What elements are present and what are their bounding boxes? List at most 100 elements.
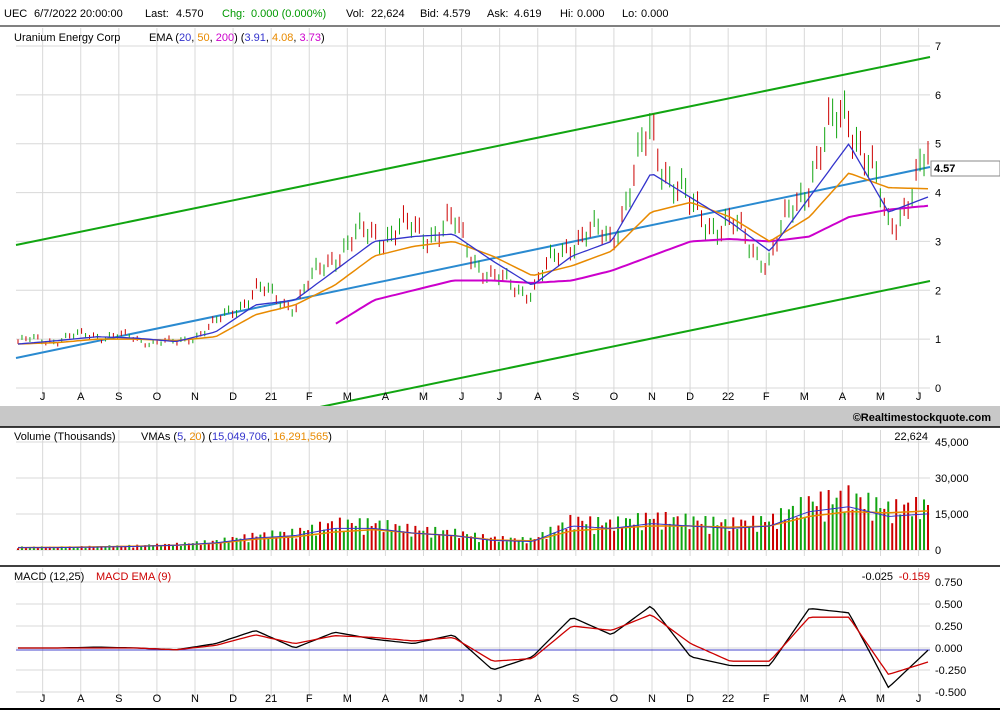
volume-bar xyxy=(374,523,377,550)
x-tick-label: M xyxy=(876,391,885,403)
y-tick-label: 0.000 xyxy=(935,643,963,655)
x-tick-label: A xyxy=(382,693,390,705)
volume-bar xyxy=(470,536,473,550)
trend-line xyxy=(15,166,931,359)
macd-line xyxy=(18,605,929,689)
volume-bar xyxy=(462,531,465,550)
volume-bar xyxy=(271,530,274,550)
volume-bar xyxy=(601,525,604,550)
x-tick-label: N xyxy=(191,693,199,705)
volume-bar xyxy=(513,538,516,550)
volume-bar xyxy=(132,547,135,550)
upper-channel-line xyxy=(15,56,931,246)
change-label: Chg: xyxy=(222,8,245,20)
x-tick-label: O xyxy=(153,693,162,705)
volume-bar xyxy=(664,511,667,550)
volume-bar xyxy=(334,529,337,550)
last-label: Last: xyxy=(145,8,169,20)
ema-200-line xyxy=(335,204,929,325)
volume-bar xyxy=(382,532,385,550)
price-grid xyxy=(16,28,930,400)
volume-bar xyxy=(291,528,294,550)
volume-bar xyxy=(231,537,234,550)
x-tick-label: A xyxy=(382,391,390,403)
volume-bar xyxy=(656,512,659,550)
volume-bar xyxy=(807,496,810,550)
volume-bar xyxy=(573,529,576,550)
volume-bar xyxy=(140,545,143,550)
volume-bar xyxy=(183,542,186,550)
y-tick-label: 15,000 xyxy=(935,509,969,521)
volume-bar xyxy=(911,516,914,550)
volume-bar xyxy=(370,526,373,550)
volume-bar xyxy=(434,526,437,550)
lower-channel-line xyxy=(319,280,931,408)
volume-bar xyxy=(287,535,290,550)
volume-bar xyxy=(179,546,182,550)
x-tick-label: M xyxy=(343,693,352,705)
volume-bar xyxy=(346,519,349,550)
volume-bar xyxy=(927,504,929,550)
volume-bar xyxy=(831,504,834,550)
volume-bar xyxy=(362,534,365,550)
x-tick-label: D xyxy=(229,693,237,705)
volume-bar xyxy=(243,534,246,550)
x-tick-label: O xyxy=(153,391,162,403)
volume-bars xyxy=(17,485,929,550)
volume-bar xyxy=(255,536,258,550)
y-tick-label: 0.250 xyxy=(935,621,963,633)
y-tick-label: 0 xyxy=(935,383,941,395)
volume-bar xyxy=(350,523,353,550)
volume-bar xyxy=(88,545,91,550)
x-tick-label: M xyxy=(800,391,809,403)
x-tick-label: A xyxy=(534,391,542,403)
volume-bar xyxy=(879,508,882,550)
volume-bar xyxy=(597,517,600,550)
x-tick-label: S xyxy=(115,693,122,705)
volume-bar xyxy=(76,546,79,550)
volume-bar xyxy=(613,530,616,550)
volume-bar xyxy=(593,534,596,550)
x-tick-label: A xyxy=(534,693,542,705)
volume-bar xyxy=(716,525,719,550)
volume-bar xyxy=(378,520,381,550)
ask-label: Ask: xyxy=(487,8,508,20)
volume-bar xyxy=(501,536,504,550)
macd-value: -0.025 xyxy=(862,571,893,583)
volume-bar xyxy=(736,529,739,550)
x-tick-label: S xyxy=(115,391,122,403)
volume-bar xyxy=(283,532,286,550)
volume-bar xyxy=(863,508,866,550)
volume-bar xyxy=(195,541,198,550)
volume-bar xyxy=(505,541,508,550)
volume-bar xyxy=(191,543,194,550)
volume-bar xyxy=(52,546,55,550)
price-y-axis: 0 1 2 3 4 5 6 7 xyxy=(935,41,941,395)
volume-bar xyxy=(426,526,429,550)
vmas-legend: VMAs (5, 20) (15,049,706, 16,291,565) xyxy=(141,431,332,443)
volume-bar xyxy=(609,519,612,550)
volume-bar xyxy=(187,543,190,550)
x-tick-label: J xyxy=(459,693,465,705)
y-tick-label: 0.500 xyxy=(935,599,963,611)
volume-bar xyxy=(247,542,250,550)
macd-signal-title: MACD EMA (9) xyxy=(96,571,171,583)
volume-bar xyxy=(259,534,262,550)
x-tick-label: F xyxy=(763,391,770,403)
volume-bar xyxy=(688,529,691,550)
volume-bar xyxy=(450,536,453,550)
price-panel: Uranium Energy Corp EMA (20, 50, 200) (3… xyxy=(0,27,1000,408)
x-tick-label: O xyxy=(610,693,619,705)
volume-bar xyxy=(585,524,588,550)
volume-bar xyxy=(668,523,671,550)
y-tick-label: 2 xyxy=(935,285,941,297)
x-tick-label: A xyxy=(839,391,847,403)
volume-bar xyxy=(720,522,723,550)
volume-bar xyxy=(775,528,778,550)
volume-bar xyxy=(636,513,639,550)
volume-bar xyxy=(366,518,369,550)
last-value: 4.570 xyxy=(176,8,204,20)
x-tick-label: J xyxy=(40,693,46,705)
volume-bar xyxy=(728,531,731,550)
volume-bar xyxy=(354,525,357,550)
